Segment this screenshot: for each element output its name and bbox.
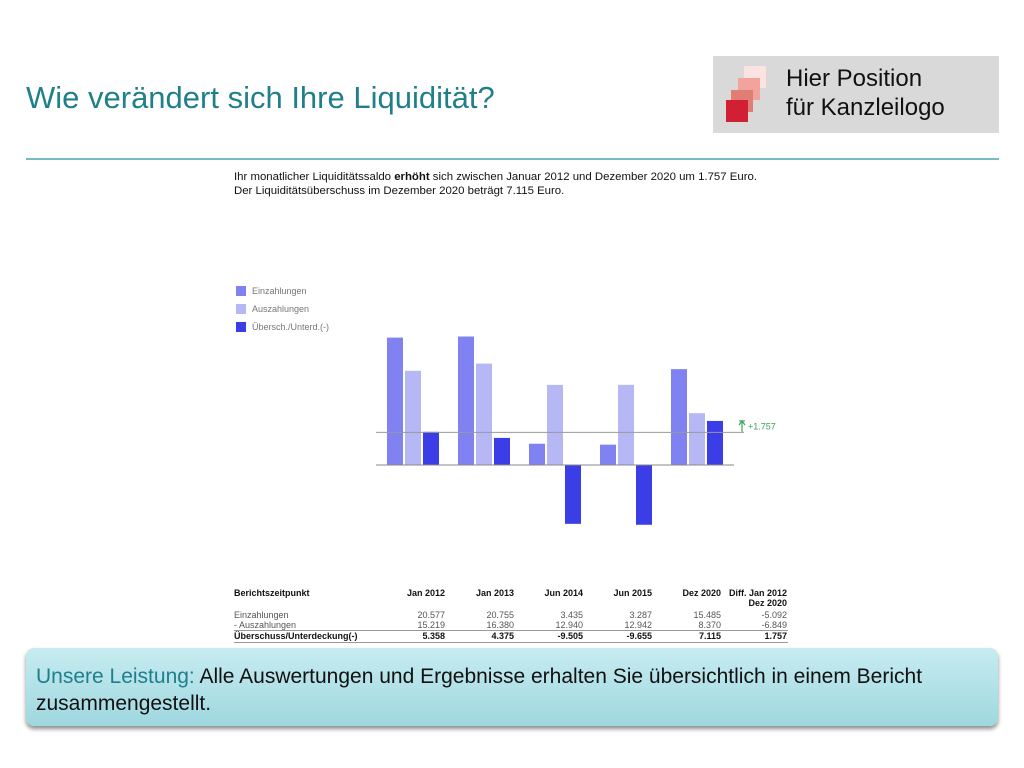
table-cell: 4.375 [491, 631, 514, 641]
table-col-header: Dez 2020 [682, 588, 721, 598]
callout-body: Alle Auswertungen und Ergebnisse erhalte… [36, 665, 923, 715]
bar-auszahlungen [405, 370, 421, 465]
logo-placeholder: Hier Position für Kanzleilogo [713, 56, 999, 133]
table-cell-diff: -5.092 [761, 610, 787, 620]
info-callout: Unsere Leistung: Alle Auswertungen und E… [26, 648, 998, 726]
table-cell-diff: 1.757 [764, 631, 787, 641]
table-header-label: Berichtszeitpunkt [234, 588, 310, 598]
summary-line-1: Ihr monatlicher Liquiditätssaldo erhöht … [234, 171, 757, 183]
callout-label: Unsere Leistung: [36, 665, 195, 688]
bar-einzahlungen [458, 336, 474, 465]
chart-summary: Ihr monatlicher Liquiditätssaldo erhöht … [234, 170, 757, 198]
data-table: Berichtszeitpunkt Jan 2012 Jan 2013 Jun … [234, 588, 788, 643]
bar-ueberschuss [636, 465, 652, 525]
bar-ueberschuss [565, 465, 581, 524]
legend-label: Übersch./Unterd.(-) [252, 322, 330, 332]
bar-einzahlungen [387, 337, 403, 465]
legend-item-ueberschuss: Übersch./Unterd.(-) [236, 318, 329, 336]
page-title: Wie verändert sich Ihre Liquidität? [26, 80, 495, 115]
bar-auszahlungen [618, 384, 634, 465]
bar-einzahlungen [671, 369, 687, 465]
legend-swatch [236, 322, 246, 332]
table-col-header: Jan 2013 [475, 588, 514, 598]
table-cell: 16.380 [486, 620, 514, 630]
table-cell-diff: -6.849 [761, 620, 787, 630]
table-cell: 20.755 [486, 610, 514, 620]
table-cell: 12.942 [624, 620, 652, 630]
difference-label: +1.757 [748, 421, 776, 431]
table-row: Einzahlungen 20.577 20.755 3.435 3.287 1… [234, 610, 788, 620]
bar-auszahlungen [476, 363, 492, 465]
legend-label: Einzahlungen [252, 286, 307, 296]
table-cell: 7.115 [698, 631, 721, 641]
bar-ueberschuss [423, 431, 439, 465]
summary-line-2: Der Liquiditätsüberschuss im Dezember 20… [234, 185, 565, 197]
title-divider [26, 158, 999, 160]
table-row: - Auszahlungen 15.219 16.380 12.940 12.9… [234, 620, 788, 630]
table-cell: 20.577 [417, 610, 445, 620]
chart-legend: Einzahlungen Auszahlungen Übersch./Unter… [236, 282, 329, 336]
legend-item-einzahlungen: Einzahlungen [236, 282, 329, 300]
table-cell: 15.485 [693, 610, 721, 620]
table-header-row: Berichtszeitpunkt Jan 2012 Jan 2013 Jun … [234, 588, 788, 610]
legend-swatch [236, 286, 246, 296]
table-row-total: Überschuss/Unterdeckung(-) 5.358 4.375 -… [234, 630, 788, 643]
table-col-header: Jun 2014 [544, 588, 583, 598]
table-cell: 5.358 [422, 631, 445, 641]
table-cell: 15.219 [417, 620, 445, 630]
bar-einzahlungen [600, 444, 616, 465]
difference-arrow-icon [738, 419, 746, 432]
table-cell: 3.287 [629, 610, 652, 620]
row-label: Überschuss/Unterdeckung(-) [234, 631, 358, 641]
row-label: Einzahlungen [234, 610, 289, 620]
table-cell: 8.370 [698, 620, 721, 630]
logo-text: Hier Position für Kanzleilogo [786, 64, 945, 122]
legend-label: Auszahlungen [252, 304, 310, 314]
logo-squares-icon [726, 66, 766, 122]
table-cell: -9.655 [626, 631, 652, 641]
row-label: - Auszahlungen [234, 620, 297, 630]
bar-ueberschuss [494, 437, 510, 465]
table-col-header-diff: Diff. Jan 2012 Dez 2020 [728, 588, 787, 608]
table-col-header: Jun 2015 [613, 588, 652, 598]
table-col-header: Jan 2012 [406, 588, 445, 598]
bar-einzahlungen [529, 443, 545, 465]
callout-text: Unsere Leistung: Alle Auswertungen und E… [36, 663, 986, 717]
bar-ueberschuss [707, 420, 723, 465]
table-cell: 12.940 [555, 620, 583, 630]
bar-auszahlungen [689, 413, 705, 465]
logo-line-1: Hier Position [786, 65, 923, 92]
legend-swatch [236, 304, 246, 314]
bar-auszahlungen [547, 384, 563, 465]
logo-line-2: für Kanzleilogo [786, 94, 945, 121]
liquidity-bar-chart: +1.757 [376, 336, 776, 525]
table-cell: -9.505 [557, 631, 583, 641]
legend-item-auszahlungen: Auszahlungen [236, 300, 329, 318]
table-cell: 3.435 [560, 610, 583, 620]
